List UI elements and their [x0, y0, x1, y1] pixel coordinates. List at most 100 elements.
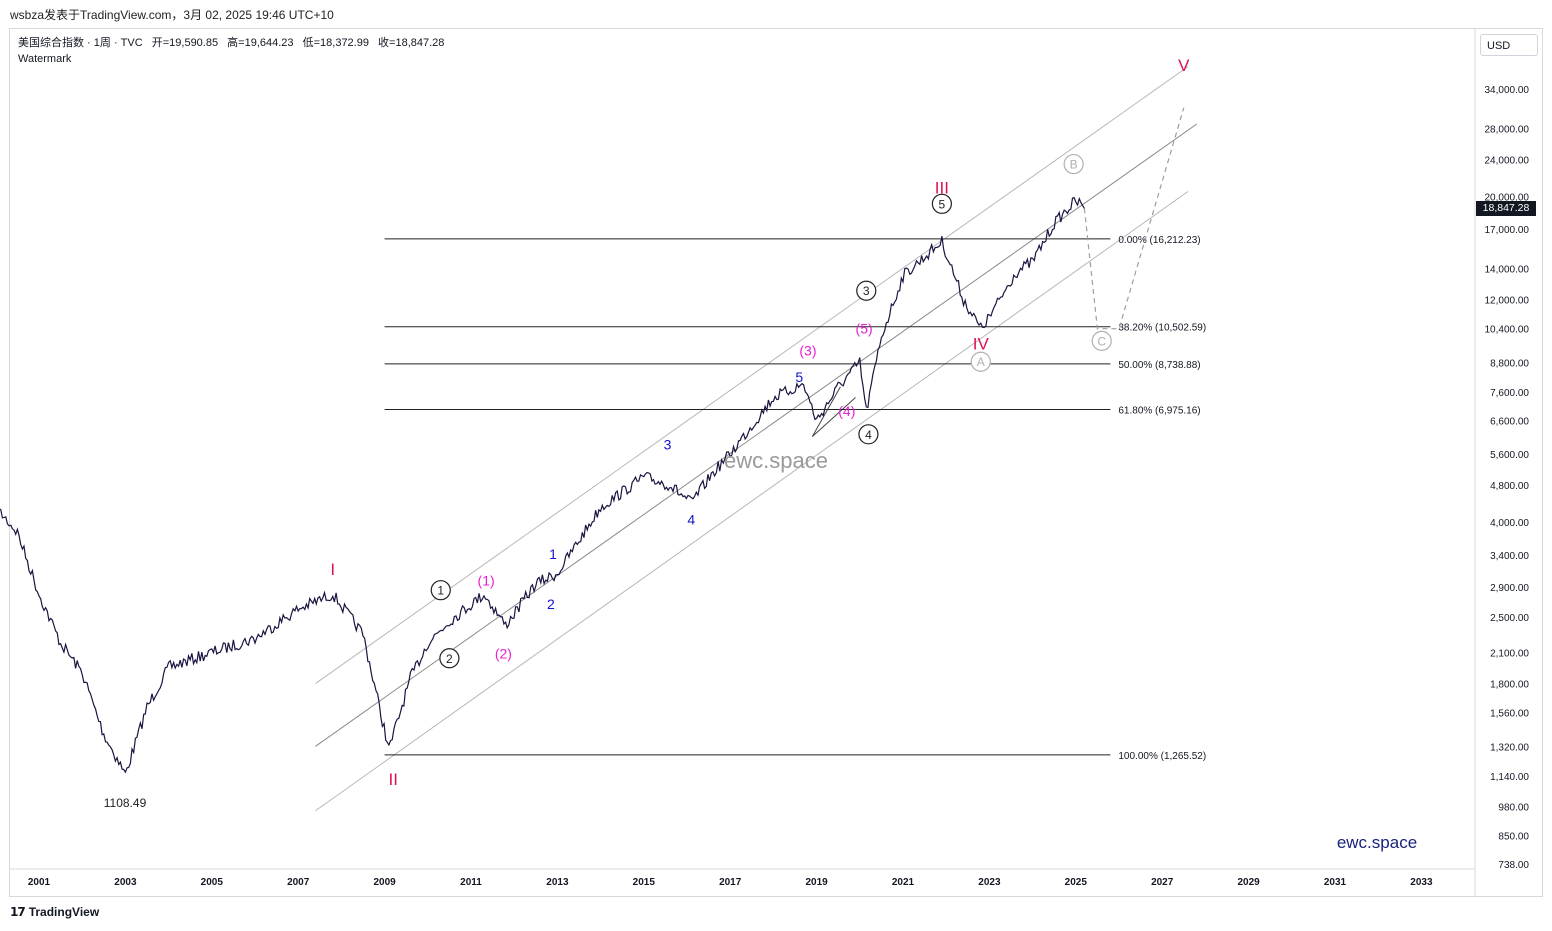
wave-digit: 1 [437, 584, 444, 598]
currency-button[interactable]: USD [1480, 34, 1538, 56]
wave-paren-3: (3) [799, 342, 816, 358]
price-tick-label: 28,000.00 [1485, 124, 1530, 135]
wave-circle [1091, 330, 1112, 351]
time-tick-label: 2001 [28, 877, 51, 888]
price-tick-label: 4,800.00 [1490, 481, 1529, 492]
fib-level-label: 61.80% (6,975.16) [1118, 406, 1200, 417]
time-axis: 2001 2003 2005 2007 2009 2011 2013 2015 2017 2019… [28, 877, 1433, 888]
tradingview-logo[interactable]: 𝟭𝟳 TradingView [10, 905, 99, 919]
price-tick-label: 8,800.00 [1490, 358, 1529, 369]
wave-circle-3: 3 [856, 280, 877, 301]
wave-digit: A [977, 355, 985, 369]
channel-line[interactable] [315, 66, 1189, 684]
time-tick-label: 2013 [546, 877, 569, 888]
wave-digit: C [1097, 334, 1106, 348]
channel-line[interactable] [315, 190, 1189, 812]
fib-level-label: 0.00% (16,212.23) [1118, 235, 1200, 246]
channel-line[interactable] [315, 123, 1198, 747]
price-tick-label: 2,500.00 [1490, 613, 1529, 624]
fib-retracement: 0.00% (16,212.23) 38.20% (10,502.59) 50.00… [384, 235, 1206, 762]
wave-digit: 2 [446, 652, 453, 666]
wave-circle [439, 648, 460, 669]
wave-circle [1063, 153, 1084, 175]
time-tick-label: 2009 [373, 877, 396, 888]
center-watermark: ewc.space [724, 448, 828, 473]
chart-frame[interactable] [9, 28, 1543, 897]
wave-circle-2: 2 [439, 648, 460, 669]
price-tick-label: 7,600.00 [1490, 388, 1529, 399]
time-tick-label: 2017 [719, 877, 742, 888]
price-tick-label: 1,560.00 [1490, 709, 1529, 720]
low-annotation: 1108.49 [104, 796, 147, 810]
time-tick-label: 2019 [805, 877, 828, 888]
price-tick-label: 850.00 [1498, 831, 1529, 842]
time-tick-label: 2027 [1151, 877, 1174, 888]
price-tick-label: 1,140.00 [1490, 772, 1529, 783]
time-tick-label: 2023 [978, 877, 1001, 888]
price-tick-label: 738.00 [1498, 860, 1529, 871]
price-tick-label: 4,000.00 [1490, 518, 1529, 529]
time-tick-label: 2005 [201, 877, 224, 888]
time-tick-label: 2003 [114, 877, 137, 888]
wave-digit: 3 [863, 284, 870, 298]
triangle-line[interactable] [811, 386, 841, 437]
price-tick-label: 5,600.00 [1490, 450, 1529, 461]
wave-circle [970, 351, 991, 372]
time-tick-label: 2021 [892, 877, 915, 888]
wave-circle [858, 424, 879, 445]
wave-label-III: III [935, 178, 949, 197]
wave-label-I: I [330, 560, 335, 579]
price-tick-label: 14,000.00 [1485, 265, 1530, 276]
symbol-legend: 美国综合指数 · 1周 · TVC 开=19,590.85 高=19,644.2… [18, 35, 450, 67]
wave-label-II: II [389, 770, 398, 789]
high-value: 高=19,644.23 [227, 37, 294, 49]
last-price-badge: 18,847.28 [1476, 201, 1536, 216]
price-tick-label: 20,000.00 [1485, 192, 1530, 203]
time-tick-label: 2015 [633, 877, 656, 888]
price-tick-label: 10,400.00 [1485, 325, 1530, 336]
wave-circle-4: 4 [858, 424, 879, 445]
wave-paren-1: (1) [478, 573, 495, 589]
price-tick-label: 2,900.00 [1490, 583, 1529, 594]
fib-level-label: 38.20% (10,502.59) [1118, 323, 1206, 334]
brand-watermark: ewc.space [1337, 833, 1417, 852]
tradingview-icon: 𝟭𝟳 [10, 905, 26, 919]
price-tick-label: 2,100.00 [1490, 648, 1529, 659]
wave-digit: B [1070, 158, 1078, 172]
wave-minor-2: 2 [547, 596, 555, 612]
wave-circle-1: 1 [430, 580, 451, 601]
wave-digit: 5 [939, 197, 946, 211]
price-tick-label: 980.00 [1498, 803, 1529, 814]
wave-circle-5: 5 [931, 193, 952, 214]
publish-caption: wsbza发表于TradingView.com，3月 02, 2025 19:4… [10, 8, 334, 22]
parallel-channel [315, 66, 1198, 812]
price-tick-label: 24,000.00 [1485, 155, 1530, 166]
wave-minor-1: 1 [549, 546, 557, 562]
time-tick-label: 2007 [287, 877, 310, 888]
time-tick-label: 2025 [1065, 877, 1088, 888]
triangle-line[interactable] [811, 397, 856, 437]
time-tick-label: 2011 [460, 877, 482, 888]
wave-circle [931, 193, 952, 214]
wave-circle-A: A [970, 351, 991, 372]
wave-minor-3: 3 [664, 437, 672, 453]
time-tick-label: 2031 [1324, 877, 1347, 888]
price-tick-label: 34,000.00 [1485, 85, 1530, 96]
wave-paren-5: (5) [856, 321, 873, 337]
wave-paren-4: (4) [838, 403, 855, 419]
tradingview-wordmark: TradingView [28, 905, 100, 919]
price-tick-label: 12,000.00 [1485, 296, 1530, 307]
fib-level-label: 100.00% (1,265.52) [1118, 751, 1206, 762]
projection-dashed-line[interactable] [1083, 107, 1185, 330]
price-tick-label: 3,400.00 [1490, 551, 1529, 562]
low-value: 低=18,372.99 [302, 37, 369, 49]
price-tick-label: 1,320.00 [1490, 742, 1529, 753]
price-series [0, 196, 1085, 774]
symbol-title[interactable]: 美国综合指数 · 1周 · TVC [18, 37, 143, 49]
price-tick-label: 1,800.00 [1490, 680, 1529, 691]
wave-minor-5: 5 [795, 369, 803, 385]
wave-circle-B: B [1063, 153, 1084, 175]
wave-paren-2: (2) [495, 645, 512, 661]
